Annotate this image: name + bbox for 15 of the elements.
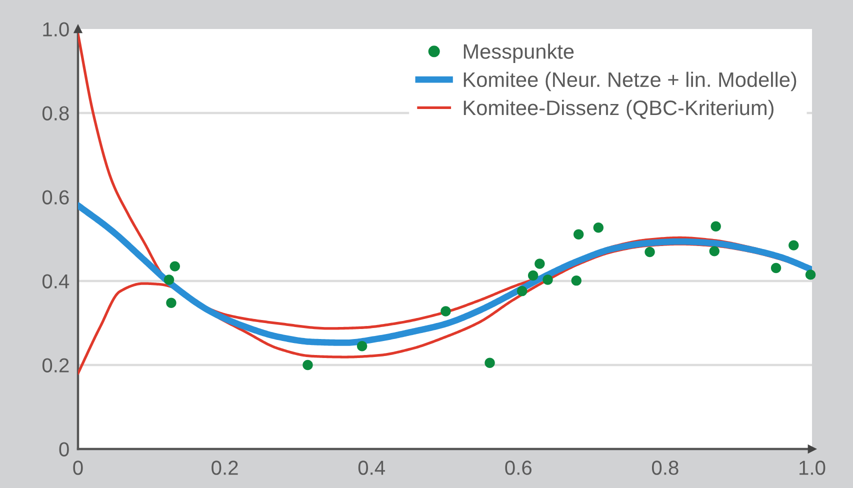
y-tick-label: 0.8 [42,106,69,120]
x-tick-label: 1.0 [800,460,826,475]
y-tick-label: 0.4 [42,274,70,288]
y-tick-label: 0.6 [42,190,69,204]
legend-label: Messpunkte [464,44,574,64]
x-tick-label: 0.6 [505,460,532,475]
legend-label: Komitee (Neur. Netze + lin. Modelle) [464,72,796,92]
x-tick-label: 0.8 [652,460,678,475]
x-tick-label: 0.2 [212,460,238,475]
y-tick-label: 0 [59,442,69,456]
y-tick-label: 1.0 [43,22,69,36]
x-tick-label: 0 [73,460,83,475]
legend-label: Komitee-Dissenz (QBC-Kriterium) [464,100,774,120]
y-tick-label: 0.2 [42,358,69,372]
x-tick-label: 0.4 [358,460,386,475]
